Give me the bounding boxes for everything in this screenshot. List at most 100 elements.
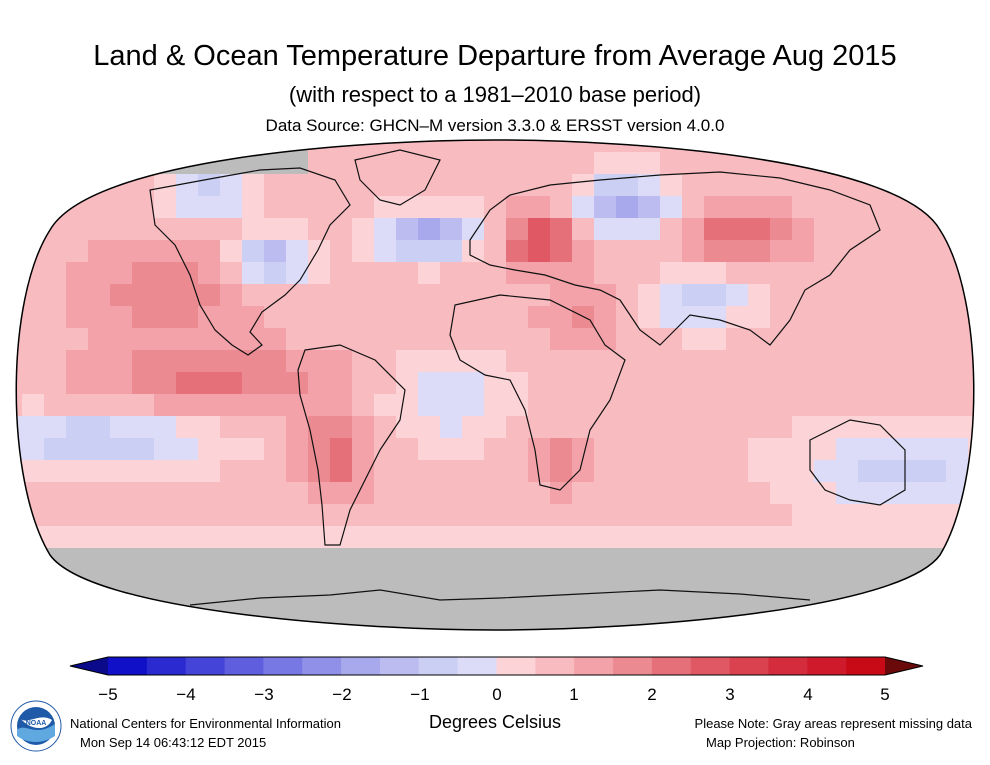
anomaly-cell xyxy=(572,438,595,461)
anomaly-cell xyxy=(528,174,551,197)
anomaly-cell xyxy=(198,548,221,571)
anomaly-cell xyxy=(638,394,661,417)
anomaly-cell xyxy=(264,196,287,219)
anomaly-cell xyxy=(88,614,111,630)
anomaly-cell xyxy=(506,350,529,373)
anomaly-cell xyxy=(220,460,243,483)
anomaly-cell xyxy=(528,284,551,307)
anomaly-cell xyxy=(638,350,661,373)
anomaly-cell xyxy=(660,328,683,351)
anomaly-cell xyxy=(396,526,419,549)
anomaly-cell xyxy=(22,328,45,351)
anomaly-cell xyxy=(836,526,859,549)
anomaly-cell xyxy=(616,218,639,241)
anomaly-cell xyxy=(88,438,111,461)
anomaly-cell xyxy=(462,592,485,615)
anomaly-cell xyxy=(220,372,243,395)
anomaly-cell xyxy=(748,636,771,659)
anomaly-cell xyxy=(44,350,67,373)
anomaly-cell xyxy=(242,328,265,351)
anomaly-cell xyxy=(968,174,974,197)
anomaly-cell xyxy=(88,240,111,263)
anomaly-cell xyxy=(462,482,485,505)
anomaly-cell xyxy=(704,284,727,307)
anomaly-cell xyxy=(242,570,265,593)
anomaly-cell xyxy=(528,262,551,285)
anomaly-cell xyxy=(814,174,837,197)
anomaly-cell xyxy=(528,614,551,630)
anomaly-cell xyxy=(286,548,309,571)
anomaly-cell xyxy=(814,306,837,329)
anomaly-cell xyxy=(330,592,353,615)
anomaly-cell xyxy=(44,482,67,505)
anomaly-cell xyxy=(418,328,441,351)
greenland-outline xyxy=(354,149,441,206)
anomaly-cell xyxy=(88,416,111,439)
anomaly-cell xyxy=(66,394,89,417)
anomaly-cell xyxy=(638,218,661,241)
anomaly-cell xyxy=(638,548,661,571)
scale-tick-label: 0 xyxy=(492,685,502,704)
anomaly-cell xyxy=(858,460,881,483)
anomaly-cell xyxy=(814,636,837,659)
anomaly-cell xyxy=(704,372,727,395)
anomaly-cell xyxy=(968,240,974,263)
anomaly-cell xyxy=(660,636,683,659)
anomaly-cell xyxy=(572,482,595,505)
anomaly-cell xyxy=(528,350,551,373)
anomaly-cell xyxy=(594,482,617,505)
anomaly-cell xyxy=(132,504,155,527)
anomaly-cell xyxy=(374,614,397,630)
scale-swatch xyxy=(418,657,459,675)
anomaly-cell xyxy=(814,240,837,263)
anomaly-cell xyxy=(748,262,771,285)
anomaly-cell xyxy=(660,350,683,373)
anomaly-cell xyxy=(132,438,155,461)
anomaly-cell xyxy=(550,526,573,549)
anomaly-cell xyxy=(44,636,67,659)
anomaly-cell xyxy=(946,240,969,263)
anomaly-cell xyxy=(638,174,661,197)
anomaly-cell xyxy=(836,548,859,571)
anomaly-cell xyxy=(440,438,463,461)
anomaly-cell xyxy=(198,460,221,483)
anomaly-cell xyxy=(242,306,265,329)
anomaly-cell xyxy=(418,482,441,505)
anomaly-cell xyxy=(110,240,133,263)
anomaly-cell xyxy=(594,438,617,461)
anomaly-cell xyxy=(484,152,507,175)
anomaly-cell xyxy=(704,482,727,505)
anomaly-cell xyxy=(462,284,485,307)
anomaly-cell xyxy=(528,372,551,395)
anomaly-cell xyxy=(418,438,441,461)
anomaly-cell xyxy=(550,284,573,307)
anomaly-cell xyxy=(550,394,573,417)
anomaly-cell xyxy=(704,196,727,219)
anomaly-cell xyxy=(902,592,925,615)
anomaly-cell xyxy=(374,240,397,263)
anomaly-cell xyxy=(374,460,397,483)
anomaly-cell xyxy=(352,438,375,461)
anomaly-cell xyxy=(748,570,771,593)
anomaly-cell xyxy=(858,592,881,615)
anomaly-cell xyxy=(374,636,397,659)
anomaly-cell xyxy=(792,482,815,505)
anomaly-cell xyxy=(220,592,243,615)
scale-swatch xyxy=(613,657,653,675)
anomaly-cell xyxy=(704,416,727,439)
anomaly-cell xyxy=(660,526,683,549)
anomaly-cell xyxy=(44,284,67,307)
anomaly-cell xyxy=(594,460,617,483)
anomaly-cell xyxy=(66,174,89,197)
anomaly-cell xyxy=(902,416,925,439)
anomaly-cell xyxy=(572,196,595,219)
anomaly-cell xyxy=(616,140,639,153)
anomaly-cell xyxy=(418,460,441,483)
scale-tick-label: −4 xyxy=(176,685,196,704)
anomaly-cell xyxy=(176,460,199,483)
anomaly-cell xyxy=(418,372,441,395)
anomaly-cell xyxy=(22,218,45,241)
anomaly-cell xyxy=(66,548,89,571)
anomaly-cell xyxy=(814,328,837,351)
anomaly-cell xyxy=(16,350,23,373)
